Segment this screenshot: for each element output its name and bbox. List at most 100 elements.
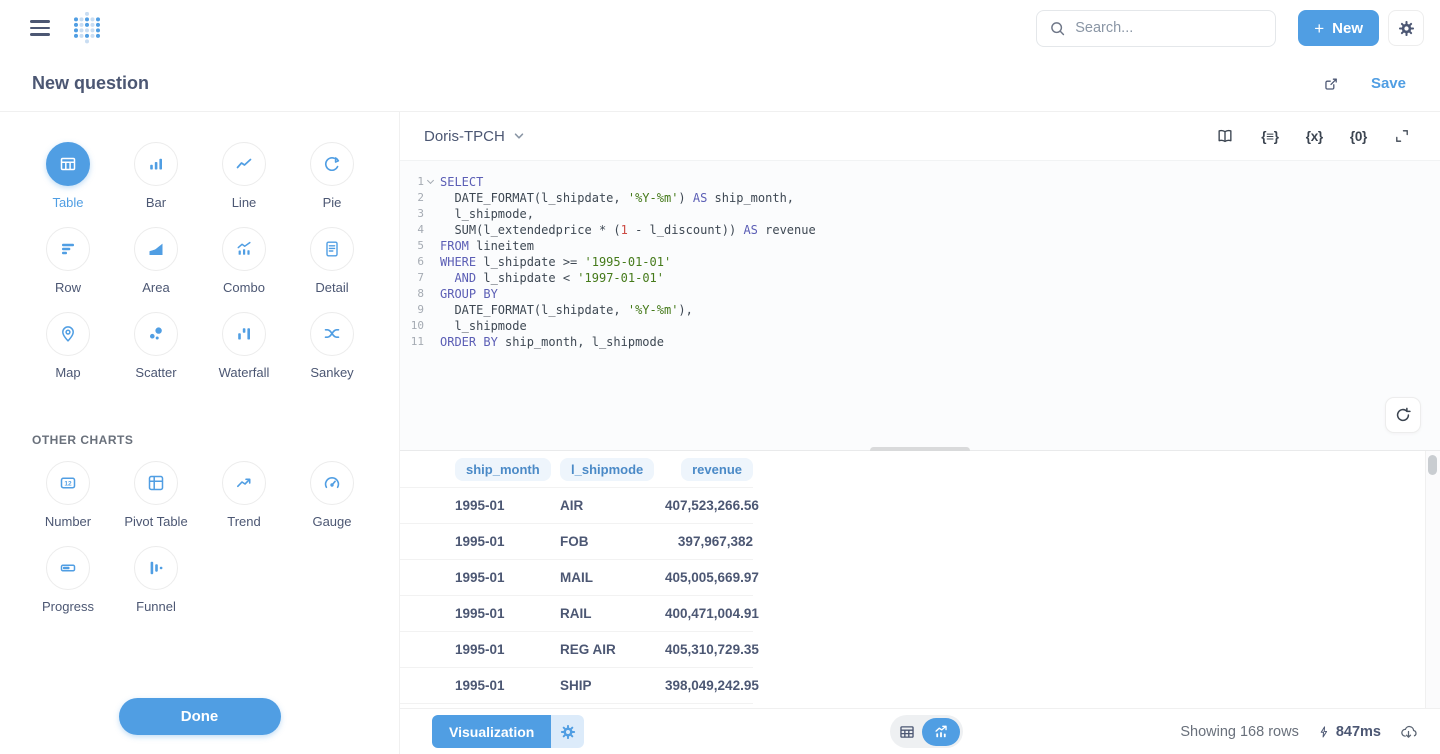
fold-gutter	[424, 222, 437, 238]
table-cell[interactable]: 1995-01	[455, 498, 505, 513]
question-header: New question Save	[0, 56, 1440, 112]
chart-type-funnel[interactable]: Funnel	[112, 546, 200, 614]
sql-line: 6 WHERE l_shipdate >= '1995-01-01'	[400, 254, 1440, 270]
fold-caret-icon[interactable]	[424, 174, 437, 190]
table-cell[interactable]: 1995-01	[455, 570, 505, 585]
table-row[interactable]: 1995-01 REG AIR 405,310,729.35	[400, 632, 759, 668]
scatter-chart-icon	[134, 312, 178, 356]
table-cell[interactable]: 405,005,669.97	[665, 570, 759, 585]
chart-type-combo[interactable]: Combo	[200, 227, 288, 295]
chart-type-sankey[interactable]: Sankey	[288, 312, 376, 380]
toggle-editor-button[interactable]	[1394, 128, 1410, 144]
search-input[interactable]	[1075, 20, 1264, 36]
table-cell[interactable]: 1995-01	[455, 534, 505, 549]
table-cell[interactable]: 1995-01	[455, 642, 505, 657]
table-row[interactable]: 1995-01 FOB 397,967,382	[400, 524, 753, 560]
combo-chart-icon	[935, 725, 947, 737]
line-number: 3	[417, 207, 424, 220]
chart-type-trend[interactable]: Trend	[200, 461, 288, 529]
chart-type-table[interactable]: Table	[24, 142, 112, 210]
chart-type-detail[interactable]: Detail	[288, 227, 376, 295]
table-cell[interactable]: RAIL	[560, 606, 592, 621]
other-charts-heading: OTHER CHARTS	[32, 433, 134, 447]
row-chart-icon	[46, 227, 90, 271]
table-cell[interactable]: FOB	[560, 534, 589, 549]
table-row[interactable]: 1995-01 AIR 407,523,266.56	[400, 488, 759, 524]
table-icon	[46, 142, 90, 186]
app-logo-icon[interactable]	[72, 11, 102, 45]
save-button[interactable]: Save	[1370, 75, 1406, 92]
chart-type-pivot-table[interactable]: Pivot Table	[112, 461, 200, 529]
chart-type-pie[interactable]: Pie	[288, 142, 376, 210]
table-cell[interactable]: AIR	[560, 498, 584, 513]
visualization-button[interactable]: Visualization	[432, 715, 552, 748]
table-cell[interactable]: 405,310,729.35	[665, 642, 759, 657]
line-number: 10	[410, 319, 424, 332]
database-picker[interactable]: Doris-TPCH	[424, 128, 525, 145]
other-charts-grid: 12 Number Pivot Table	[24, 461, 399, 631]
visualization-settings-button[interactable]	[551, 715, 585, 748]
snippets-button[interactable]: {0}	[1349, 128, 1367, 144]
table-cell[interactable]: SHIP	[560, 678, 592, 693]
format-query-button[interactable]: {≡}	[1261, 128, 1279, 144]
table-row[interactable]: 1995-01 SHIP 398,049,242.95	[400, 668, 759, 704]
scrollbar-thumb[interactable]	[1428, 455, 1437, 475]
search-box[interactable]	[1036, 9, 1277, 47]
chart-type-row[interactable]: Row	[24, 227, 112, 295]
table-cell[interactable]: 400,471,004.91	[665, 606, 759, 621]
contract-icon	[1396, 130, 1408, 142]
resize-handle[interactable]	[870, 447, 970, 454]
search-icon	[1049, 20, 1066, 37]
table-cell[interactable]: 397,967,382	[677, 534, 753, 549]
line-number: 1	[417, 175, 424, 188]
top-nav: + New	[0, 0, 1440, 56]
fold-gutter	[424, 318, 437, 334]
column-header-l-shipmode[interactable]: l_shipmode	[560, 457, 655, 481]
new-button[interactable]: + New	[1298, 10, 1379, 46]
table-cell[interactable]: REG AIR	[560, 642, 616, 657]
column-header-revenue[interactable]: revenue	[681, 457, 753, 481]
run-query-button[interactable]	[1385, 397, 1421, 433]
table-cell[interactable]: 398,049,242.95	[665, 678, 759, 693]
results-header-row: ship_month l_shipmode revenue	[400, 451, 753, 488]
sankey-chart-icon	[310, 312, 354, 356]
chart-type-map[interactable]: Map	[24, 312, 112, 380]
line-number: 6	[417, 255, 424, 268]
chart-type-number[interactable]: 12 Number	[24, 461, 112, 529]
chart-type-gauge[interactable]: Gauge	[288, 461, 376, 529]
done-button[interactable]: Done	[118, 698, 281, 735]
database-name: Doris-TPCH	[424, 127, 505, 145]
download-results-button[interactable]	[1399, 723, 1418, 740]
variables-button[interactable]: {x}	[1305, 128, 1323, 144]
page-title: New question	[32, 73, 150, 93]
table-view-button[interactable]	[898, 723, 916, 741]
table-cell[interactable]: 1995-01	[455, 606, 505, 621]
bar-chart-icon	[134, 142, 178, 186]
table-cell[interactable]: MAIL	[560, 570, 593, 585]
table-cell[interactable]: 407,523,266.56	[665, 498, 759, 513]
line-number: 2	[417, 191, 424, 204]
column-header-ship-month[interactable]: ship_month	[455, 457, 551, 481]
chart-type-progress[interactable]: Progress	[24, 546, 112, 614]
table-cell[interactable]: 1995-01	[455, 678, 505, 693]
line-number: 9	[417, 303, 424, 316]
combo-chart-icon	[222, 227, 266, 271]
settings-button[interactable]	[1388, 10, 1424, 46]
menu-icon[interactable]	[30, 20, 50, 36]
chart-type-bar[interactable]: Bar	[112, 142, 200, 210]
table-row[interactable]: 1995-01 RAIL 400,471,004.91	[400, 596, 759, 632]
fold-gutter	[424, 238, 437, 254]
chart-type-area[interactable]: Area	[112, 227, 200, 295]
fold-gutter	[424, 334, 437, 350]
share-button[interactable]	[1323, 76, 1339, 92]
chart-type-scatter[interactable]: Scatter	[112, 312, 200, 380]
chart-view-button[interactable]	[922, 717, 960, 746]
table-row[interactable]: 1995-01 MAIL 405,005,669.97	[400, 560, 759, 596]
sql-line: 5 FROM lineitem	[400, 238, 1440, 254]
gauge-icon	[310, 461, 354, 505]
chart-type-line[interactable]: Line	[200, 142, 288, 210]
results-scrollbar[interactable]	[1425, 451, 1440, 708]
chart-type-waterfall[interactable]: Waterfall	[200, 312, 288, 380]
data-reference-button[interactable]	[1216, 127, 1234, 145]
sql-editor[interactable]: 1 SELECT 2 DATE_FORMAT(l_shipdate, '%Y-%m'…	[400, 161, 1440, 450]
